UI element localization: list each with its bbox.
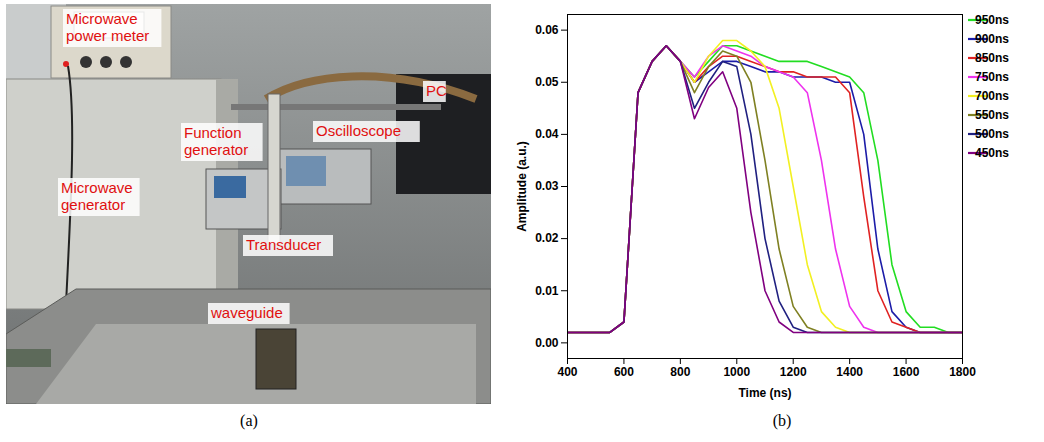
- svg-text:750ns: 750ns: [975, 70, 1009, 84]
- svg-text:0.04: 0.04: [535, 127, 559, 141]
- html-text:(b): (b): [772, 412, 792, 429]
- svg-text:Function: Function: [184, 124, 242, 141]
- svg-text:0.02: 0.02: [535, 231, 559, 245]
- svg-text:1800: 1800: [949, 365, 976, 379]
- svg-text:1200: 1200: [780, 365, 807, 379]
- svg-text:1600: 1600: [893, 365, 920, 379]
- svg-text:0.06: 0.06: [535, 23, 559, 37]
- svg-text:PC: PC: [426, 82, 447, 99]
- svg-text:power meter: power meter: [66, 27, 149, 44]
- svg-text:450ns: 450ns: [975, 146, 1009, 160]
- svg-text:600: 600: [614, 365, 634, 379]
- svg-text:1000: 1000: [723, 365, 750, 379]
- svg-text:400: 400: [557, 365, 577, 379]
- svg-text:Oscilloscope: Oscilloscope: [316, 122, 401, 139]
- svg-text:850ns: 850ns: [975, 51, 1009, 65]
- svg-text:Transducer: Transducer: [246, 236, 321, 253]
- svg-text:waveguide: waveguide: [210, 304, 283, 321]
- svg-text:800: 800: [670, 365, 690, 379]
- svg-text:Microwave: Microwave: [66, 10, 138, 27]
- svg-text:900ns: 900ns: [975, 32, 1009, 46]
- svg-text:generator: generator: [184, 141, 248, 158]
- html-text:(a): (a): [240, 412, 258, 429]
- svg-text:700ns: 700ns: [975, 89, 1009, 103]
- svg-text:950ns: 950ns: [975, 13, 1009, 27]
- svg-text:500ns: 500ns: [975, 127, 1009, 141]
- svg-text:Time (ns): Time (ns): [738, 386, 791, 400]
- svg-text:0.03: 0.03: [535, 179, 559, 193]
- svg-text:0.00: 0.00: [535, 336, 559, 350]
- svg-text:Microwave: Microwave: [61, 179, 133, 196]
- svg-text:generator: generator: [61, 196, 125, 213]
- svg-text:550ns: 550ns: [975, 108, 1009, 122]
- svg-text:1400: 1400: [836, 365, 863, 379]
- svg-text:Amplitude (a.u.): Amplitude (a.u.): [515, 141, 529, 232]
- svg-text:0.01: 0.01: [535, 284, 559, 298]
- svg-text:0.05: 0.05: [535, 75, 559, 89]
